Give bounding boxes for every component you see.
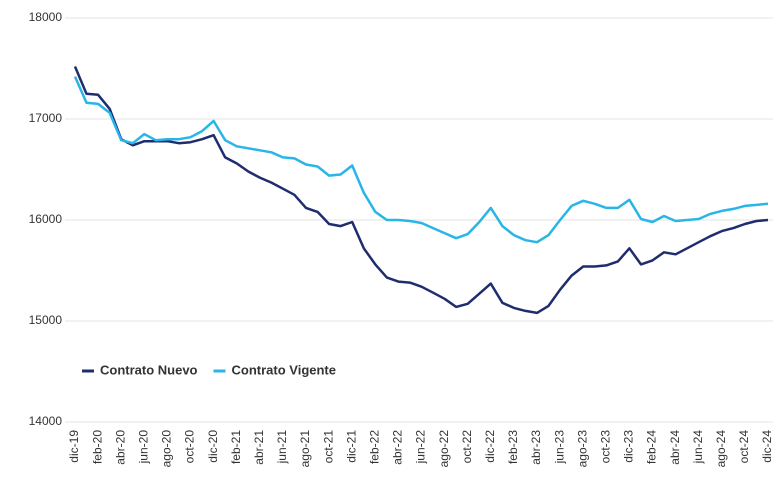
x-tick-label: dic-20 bbox=[206, 430, 220, 463]
x-tick-label: feb-21 bbox=[229, 430, 243, 464]
legend-label: Contrato Vigente bbox=[232, 362, 337, 377]
y-tick-label: 16000 bbox=[29, 212, 63, 226]
series-line bbox=[73, 66, 769, 315]
x-tick-label: jun-24 bbox=[691, 430, 705, 465]
x-tick-label: feb-24 bbox=[645, 430, 659, 464]
x-tick-label: jun-23 bbox=[552, 430, 566, 465]
x-tick-label: oct-23 bbox=[598, 430, 612, 464]
x-tick-label: jun-20 bbox=[136, 430, 150, 465]
x-tick-label: ago-20 bbox=[160, 430, 174, 468]
x-tick-label: dic-21 bbox=[344, 430, 358, 463]
x-tick-label: jun-22 bbox=[414, 430, 428, 465]
legend-label: Contrato Nuevo bbox=[100, 362, 198, 377]
series-line bbox=[73, 76, 769, 244]
x-tick-label: dic-19 bbox=[67, 430, 81, 463]
y-tick-label: 17000 bbox=[29, 111, 63, 125]
x-tick-label: dic-22 bbox=[483, 430, 497, 463]
x-tick-label: feb-23 bbox=[506, 430, 520, 464]
x-tick-label: ago-23 bbox=[575, 430, 589, 468]
x-tick-label: abr-24 bbox=[668, 430, 682, 465]
x-tick-label: oct-22 bbox=[460, 430, 474, 464]
x-tick-label: feb-20 bbox=[90, 430, 104, 464]
x-tick-label: ago-21 bbox=[298, 430, 312, 468]
x-tick-label: oct-24 bbox=[737, 430, 751, 464]
x-tick-label: abr-23 bbox=[529, 430, 543, 465]
x-tick-label: oct-21 bbox=[321, 430, 335, 464]
x-tick-label: ago-24 bbox=[714, 430, 728, 468]
x-tick-label: oct-20 bbox=[183, 430, 197, 464]
x-tick-label: ago-22 bbox=[437, 430, 451, 468]
x-tick-label: abr-20 bbox=[113, 430, 127, 465]
x-tick-label: dic-23 bbox=[622, 430, 636, 463]
x-tick-label: jun-21 bbox=[275, 430, 289, 465]
y-tick-label: 18000 bbox=[29, 10, 63, 24]
x-tick-label: feb-22 bbox=[367, 430, 381, 464]
x-tick-label: abr-22 bbox=[391, 430, 405, 465]
y-tick-label: 15000 bbox=[29, 313, 63, 327]
y-tick-label: 14000 bbox=[29, 414, 63, 428]
x-tick-label: dic-24 bbox=[760, 430, 774, 463]
x-tick-label: abr-21 bbox=[252, 430, 266, 465]
